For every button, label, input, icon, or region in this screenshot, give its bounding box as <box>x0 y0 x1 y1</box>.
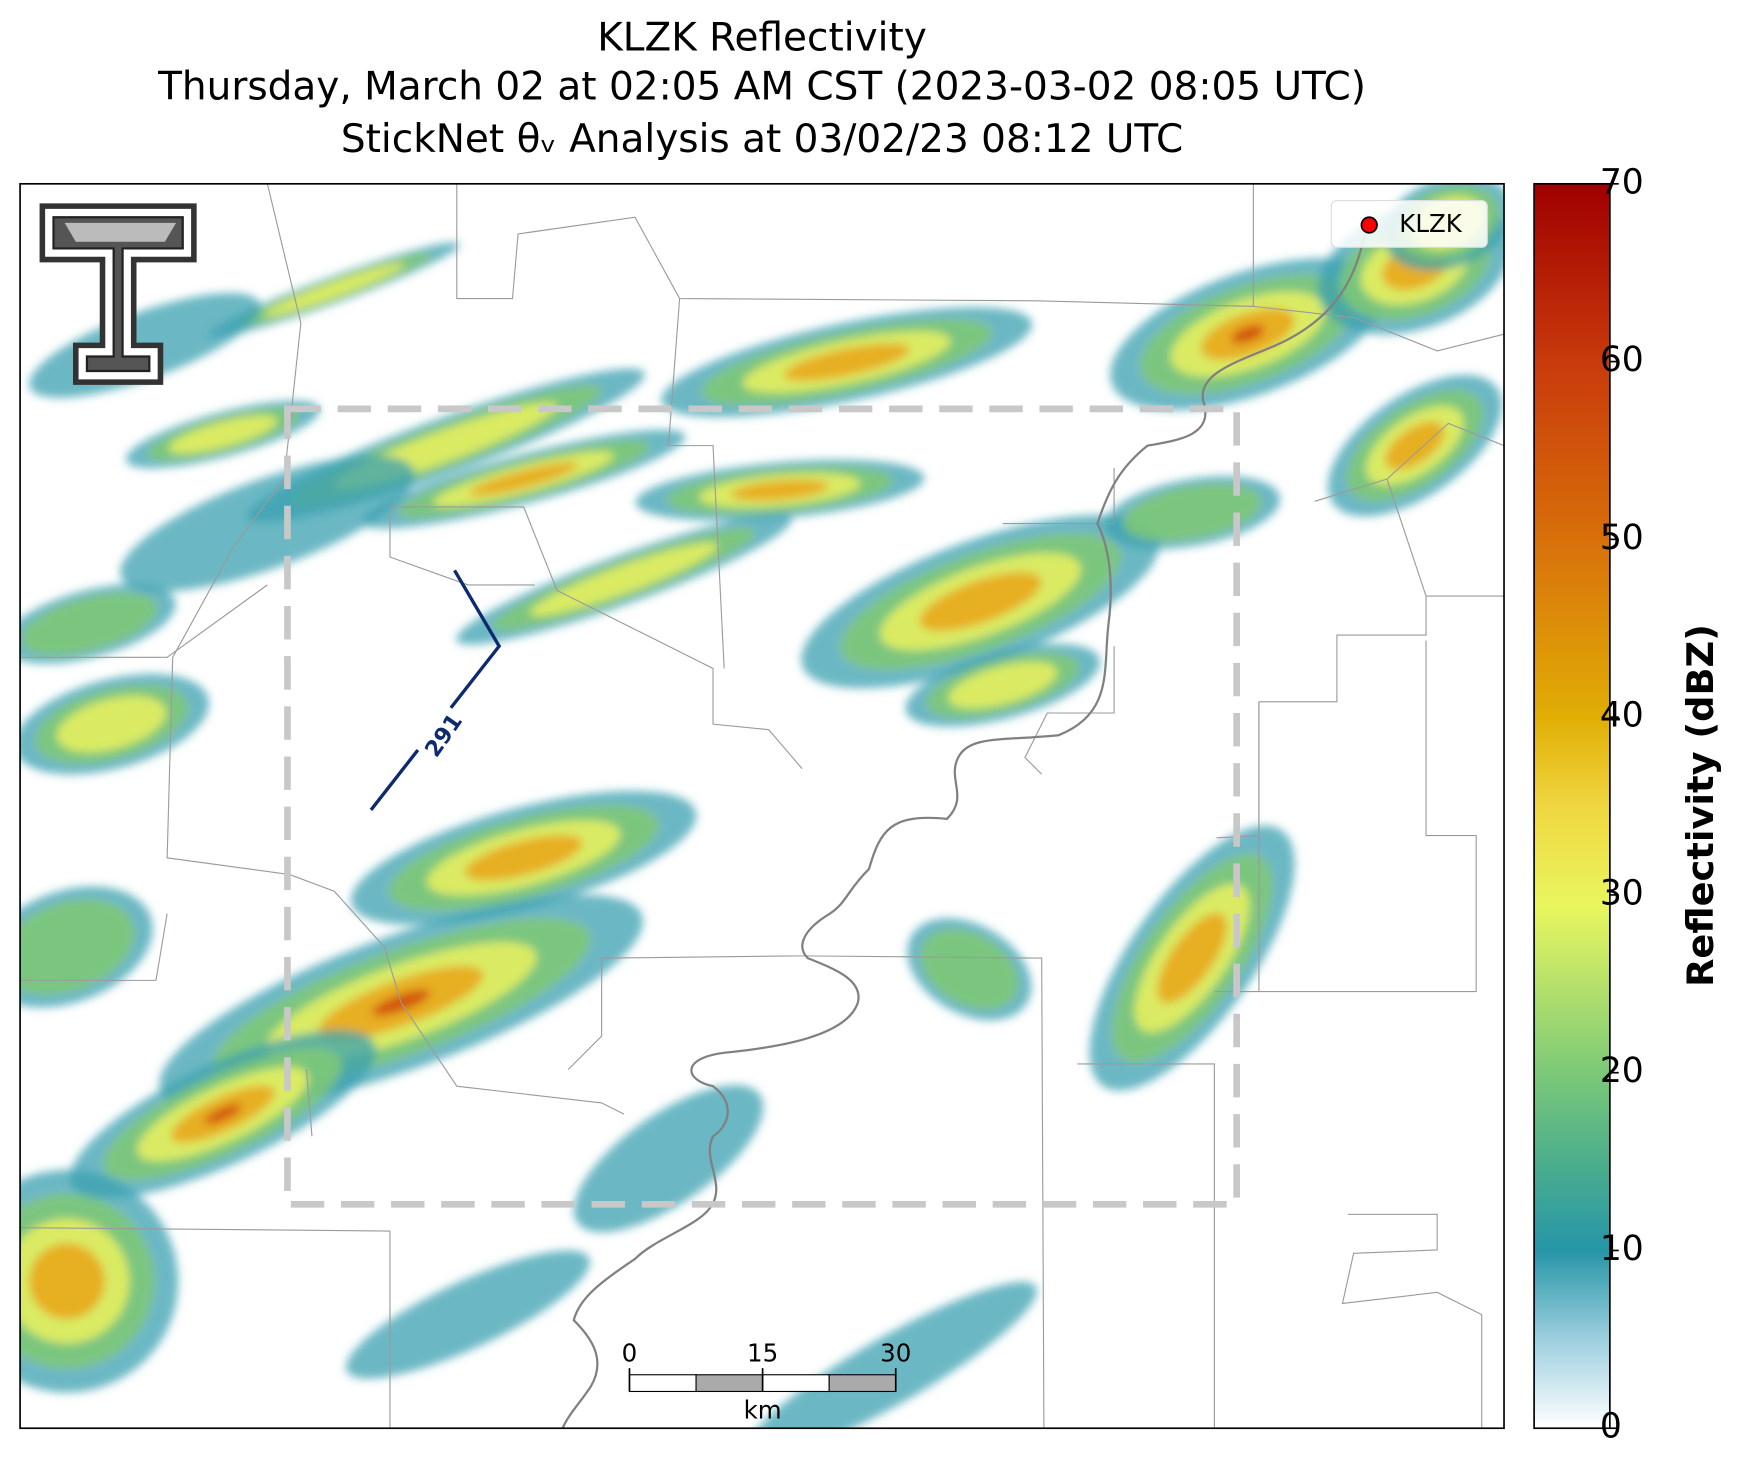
echo <box>745 1281 1037 1429</box>
logo <box>39 203 197 385</box>
colorbar-tick-label: 50 <box>1600 518 1644 558</box>
echo <box>920 929 1018 1010</box>
colorbar-tick-label: 30 <box>1600 873 1644 913</box>
echo <box>529 542 718 616</box>
echo <box>1231 325 1265 344</box>
echo <box>468 462 579 496</box>
scale-segment <box>762 1374 830 1393</box>
echo <box>20 899 134 995</box>
scale-tick-label: 0 <box>622 1339 638 1368</box>
echo <box>21 592 157 655</box>
scale-segment <box>828 1374 897 1393</box>
scale-segment <box>695 1374 764 1393</box>
scale-tick-label: 30 <box>880 1339 911 1368</box>
legend-box <box>1330 199 1488 248</box>
subtitle: StickNet θᵥ Analysis at 03/02/23 08:12 U… <box>341 117 1183 162</box>
state-border <box>561 233 1366 1429</box>
echo <box>1385 421 1445 470</box>
colorbar-tick-label: 60 <box>1600 340 1644 380</box>
echo <box>204 1103 242 1125</box>
legend-label: KLZK <box>1399 209 1462 238</box>
title: KLZK Reflectivity <box>597 16 927 61</box>
legend-marker <box>1360 216 1378 234</box>
colorbar-tick-label: 0 <box>1600 1407 1622 1447</box>
echo <box>263 263 405 317</box>
echo <box>948 661 1058 709</box>
colorbar-tick-label: 40 <box>1600 696 1644 736</box>
echo <box>730 479 829 501</box>
legend: KLZK <box>1330 199 1488 248</box>
analysis-domain <box>284 405 1240 1208</box>
colorbar-ramp <box>1533 182 1611 1430</box>
echo <box>919 572 1042 632</box>
echo <box>56 695 167 753</box>
scale-segment <box>628 1374 697 1393</box>
echo <box>168 415 278 454</box>
map-frame <box>19 182 1505 1430</box>
colorbar-label: Reflectivity (dBZ) <box>1679 624 1722 987</box>
colorbar-tick-label: 70 <box>1600 162 1644 202</box>
contour-line <box>369 569 502 811</box>
echo <box>120 455 415 592</box>
subtitle: Thursday, March 02 at 02:05 AM CST (2023… <box>157 65 1366 110</box>
echo <box>464 835 583 881</box>
colorbar-tick-label: 10 <box>1600 1229 1644 1269</box>
echo <box>1123 484 1261 541</box>
echo <box>28 1243 105 1320</box>
scale-unit: km <box>744 1396 782 1425</box>
echo <box>573 1085 764 1233</box>
scale-tick-label: 15 <box>747 1339 778 1368</box>
echo <box>345 1250 590 1379</box>
colorbar: Reflectivity (dBZ) 0 10 20 30 40 50 60 70 <box>1533 162 1722 1447</box>
scale-bar: 0 15 30 km <box>622 1339 912 1425</box>
colorbar-tick-label: 20 <box>1600 1051 1644 1091</box>
echo <box>1157 913 1227 1004</box>
contour-label-bg <box>414 703 473 767</box>
echo <box>783 343 910 381</box>
